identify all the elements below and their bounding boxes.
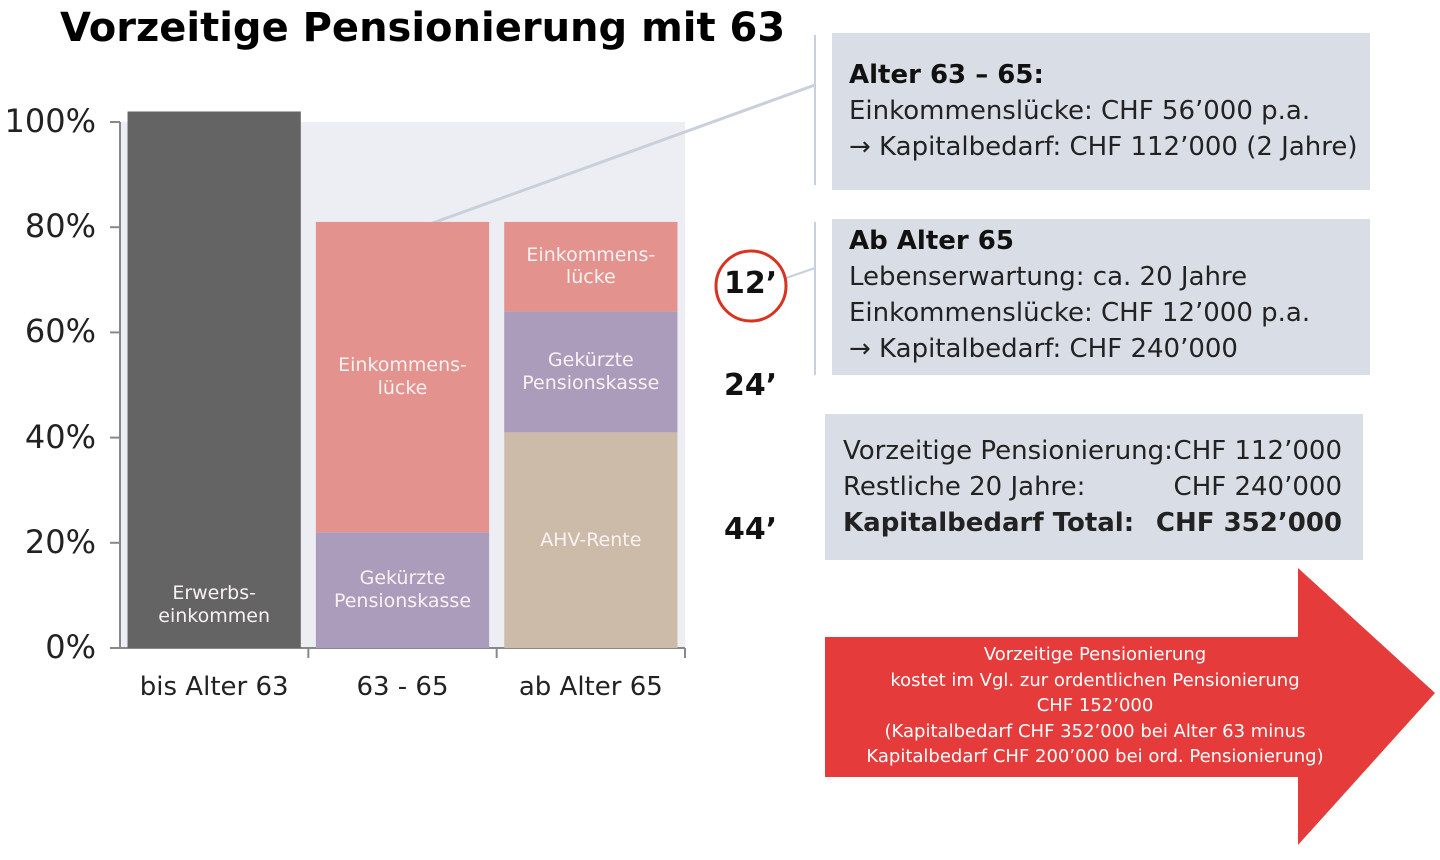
bar-segment (315, 532, 490, 648)
side-label: 44’ (724, 512, 778, 547)
summary-label: Vorzeitige Pensionierung: (843, 436, 1173, 466)
box-title: Ab Alter 65 (849, 226, 1014, 256)
arrow-text: Kapitalbedarf CHF 200’000 bei ord. Pensi… (866, 746, 1324, 767)
summary-value: CHF 352’000 (1155, 508, 1342, 538)
bar-segment (315, 221, 490, 533)
box-title: Alter 63 – 65: (849, 60, 1044, 90)
y-tick-label: 40% (24, 417, 96, 456)
arrow-text: (Kapitalbedarf CHF 352’000 bei Alter 63 … (884, 720, 1306, 742)
summary-value: CHF 112’000 (1173, 436, 1342, 466)
info-box (832, 33, 1370, 190)
summary-box (825, 414, 1363, 560)
box-line: Einkommenslücke: CHF 12’000 p.a. (849, 298, 1311, 328)
side-label: 24’ (724, 368, 778, 403)
bar-segment (504, 311, 678, 433)
y-tick-label: 100% (4, 102, 96, 140)
arrow-text: kostet im Vgl. zur ordentlichen Pensioni… (890, 669, 1300, 691)
y-tick-label: 20% (24, 522, 96, 561)
summary-label: Kapitalbedarf Total: (843, 508, 1135, 538)
y-tick-label: 60% (24, 312, 96, 351)
segment-label: Gekürzte Pensionskasse (522, 348, 660, 394)
segment-label: Einkommens- lücke (338, 354, 467, 399)
box-line: → Kapitalbedarf: CHF 112’000 (2 Jahre) (849, 132, 1358, 162)
segment-label: Einkommens- lücke (526, 243, 656, 289)
y-tick-label: 80% (24, 207, 96, 246)
arrow-text: Vorzeitige Pensionierung (983, 644, 1207, 665)
callout-line (404, 83, 816, 235)
side-label: 12’ (724, 266, 778, 301)
arrow-text: CHF 152’000 (1036, 695, 1154, 716)
box-line: Einkommenslücke: CHF 56’000 p.a. (849, 96, 1311, 126)
callout-line (785, 267, 816, 279)
summary-label: Restliche 20 Jahre: (843, 472, 1086, 502)
bar-segment (504, 432, 678, 648)
summary-value: CHF 240’000 (1173, 472, 1342, 502)
arrow (825, 568, 1435, 845)
segment-label: AHV-Rente (540, 528, 642, 551)
bar-segment (127, 111, 301, 649)
x-tick-label: 63 - 65 (356, 672, 449, 702)
bar-segment (504, 221, 678, 312)
x-tick-label: ab Alter 65 (518, 672, 663, 702)
box-line: Lebenserwartung: ca. 20 Jahre (849, 262, 1248, 292)
chart-title: Vorzeitige Pensionierung mit 63 (60, 5, 786, 51)
segment-label: Erwerbs- einkommen (158, 582, 271, 627)
highlight-circle (714, 249, 788, 323)
box-line: → Kapitalbedarf: CHF 240’000 (849, 334, 1238, 364)
info-box (832, 219, 1370, 375)
y-tick-label: 0% (45, 628, 96, 666)
segment-label: Gekürzte Pensionskasse (333, 567, 472, 612)
x-tick-label: bis Alter 63 (139, 672, 289, 702)
